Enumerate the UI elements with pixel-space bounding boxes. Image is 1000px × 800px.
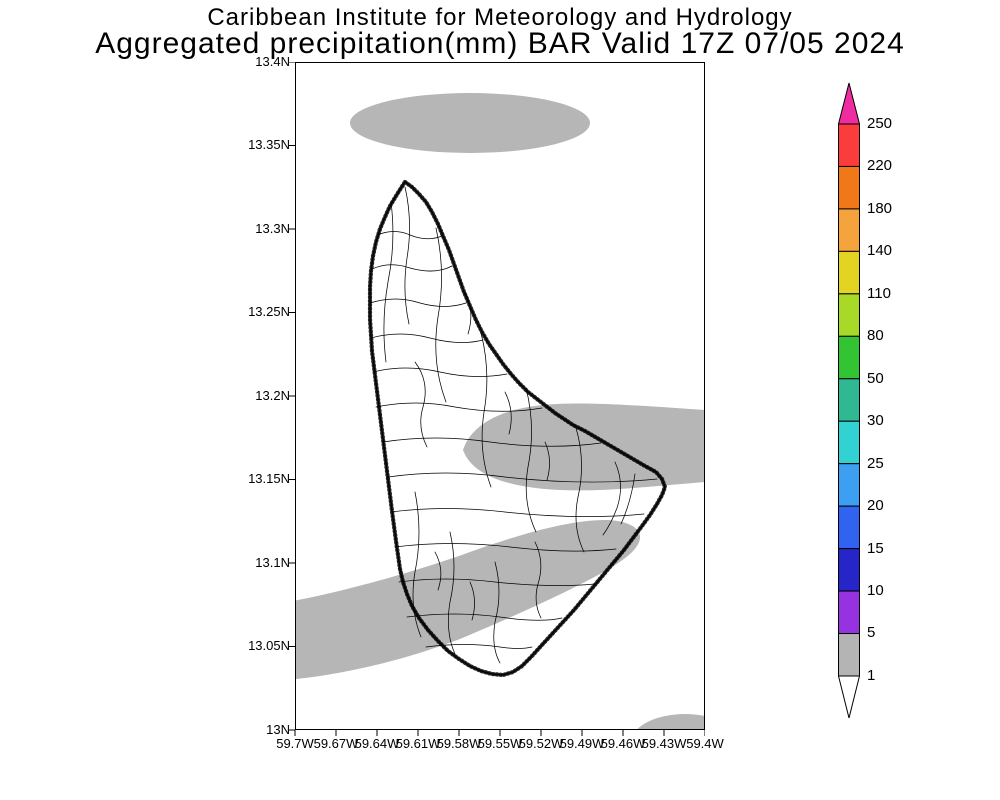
page-subtitle: Aggregated precipitation(mm) BAR Valid 1… (95, 27, 905, 60)
lat-axis-label: 13.25N (248, 304, 290, 319)
lat-axis-label: 13.15N (248, 471, 290, 486)
lon-axis-label: 59.4W (686, 736, 724, 751)
precip-region-south (295, 520, 641, 680)
colorbar-tick-label: 140 (867, 242, 893, 259)
lon-axis-label: 59.58W (436, 736, 482, 751)
lon-axis-label: 59.55W (477, 736, 523, 751)
colorbar-segment (838, 548, 860, 592)
colorbar-segment (838, 633, 860, 677)
lon-axis-label: 59.67W (313, 736, 359, 751)
colorbar-segment (838, 420, 860, 465)
lon-axis-label: 59.64W (354, 736, 400, 751)
colorbar-tick-label: 80 (867, 327, 884, 344)
colorbar (838, 82, 860, 719)
precip-region-north (350, 93, 590, 153)
colorbar-tick-label: 5 (867, 624, 876, 641)
lat-axis-label: 13.3N (255, 221, 290, 236)
colorbar-segment (838, 378, 860, 422)
colorbar-tick-label: 110 (867, 285, 891, 302)
colorbar-segment (838, 505, 860, 550)
precip-region-east (463, 403, 705, 491)
colorbar-tick-label: 220 (867, 157, 893, 174)
colorbar-arrow-top (838, 82, 860, 125)
lon-axis-label: 59.46W (600, 736, 646, 751)
lat-axis-label: 13.05N (248, 638, 290, 653)
colorbar-tick-label: 30 (867, 412, 884, 429)
colorbar-segment (838, 123, 860, 167)
page-title: Caribbean Institute for Meteorology and … (207, 4, 793, 31)
map-frame (295, 62, 705, 730)
colorbar-segment (838, 208, 860, 252)
lon-axis-label: 59.52W (518, 736, 564, 751)
colorbar-segment (838, 250, 860, 295)
colorbar-segment (838, 463, 860, 507)
colorbar-segment (838, 590, 860, 635)
colorbar-tick-label: 50 (867, 370, 884, 387)
coastline (369, 181, 666, 676)
lat-axis-label: 13.1N (255, 555, 290, 570)
lat-axis-label: 13.35N (248, 137, 290, 152)
precip-shaded-regions (295, 93, 705, 730)
colorbar-tick-label: 10 (867, 582, 884, 599)
precipitation-map-plot (289, 62, 705, 736)
colorbar-tick-label: 25 (867, 455, 884, 472)
colorbar-tick-label: 20 (867, 497, 884, 514)
colorbar-segment (838, 293, 860, 337)
axis-ticks (289, 62, 705, 736)
lat-axis-label: 13N (266, 722, 290, 737)
precip-region-southeast-corner (636, 714, 705, 730)
colorbar-segment (838, 335, 860, 380)
lon-axis-label: 59.49W (559, 736, 605, 751)
colorbar-segment (838, 165, 860, 210)
lat-axis-label: 13.2N (255, 388, 290, 403)
watershed-boundaries (369, 186, 658, 664)
barbados-island (367, 179, 668, 678)
lon-axis-label: 59.61W (395, 736, 441, 751)
colorbar-tick-label: 15 (867, 540, 884, 557)
lon-axis-label: 59.7W (276, 736, 314, 751)
colorbar-tick-label: 180 (867, 200, 893, 217)
lat-axis-label: 13.4N (255, 54, 290, 69)
colorbar-tick-label: 1 (867, 667, 876, 684)
lon-axis-label: 59.43W (641, 736, 687, 751)
colorbar-arrow-bottom (838, 675, 860, 719)
colorbar-tick-label: 250 (867, 115, 893, 132)
